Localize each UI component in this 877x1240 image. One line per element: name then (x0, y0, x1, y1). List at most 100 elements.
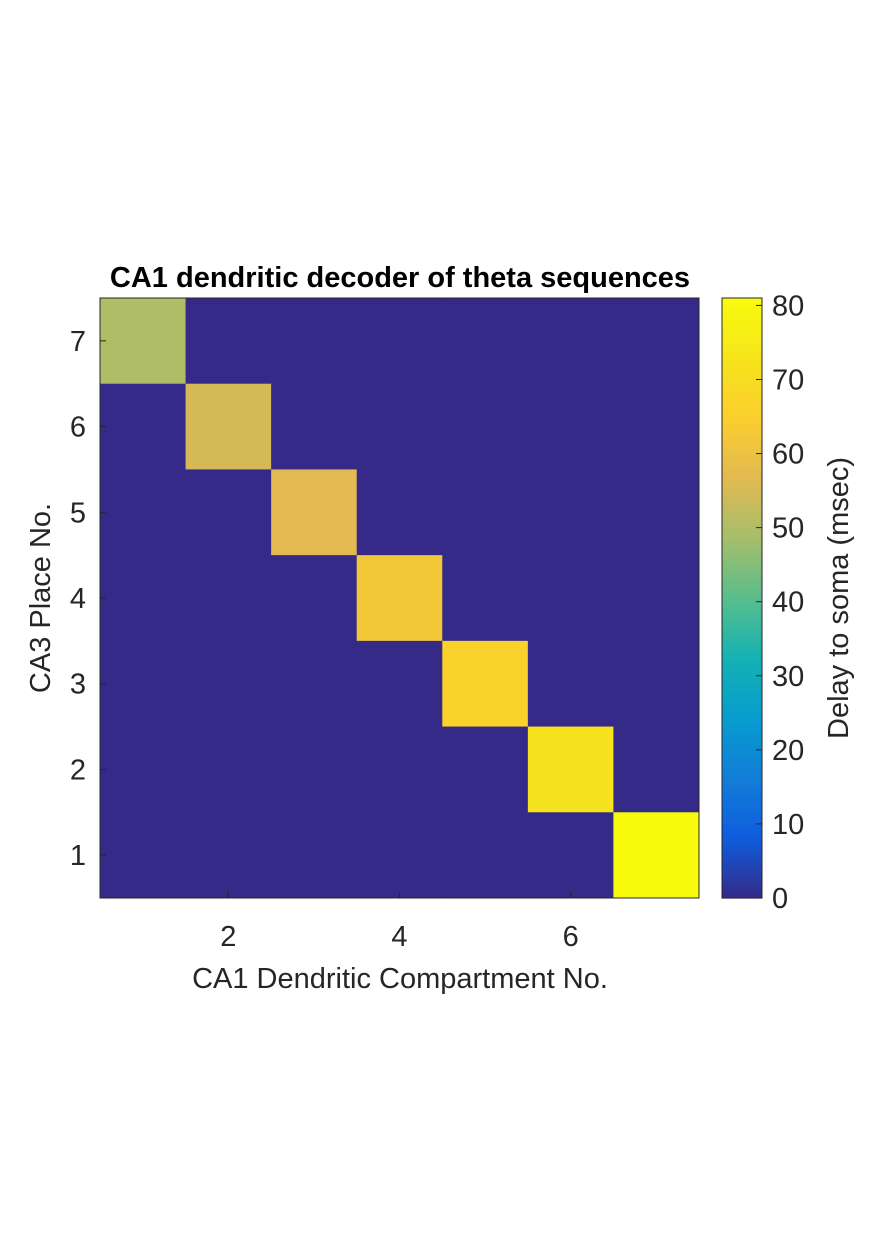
colorbar-segment (722, 548, 762, 554)
colorbar-segment (722, 708, 762, 714)
y-tick-label: 5 (70, 497, 86, 529)
colorbar-segment (722, 628, 762, 634)
colorbar-segment (722, 813, 762, 819)
colorbar-segment (722, 558, 762, 564)
colorbar-segment (722, 833, 762, 839)
colorbar-tick-label: 60 (772, 439, 804, 471)
colorbar-segment (722, 333, 762, 339)
heatmap-cell (356, 383, 443, 470)
colorbar-segment (722, 738, 762, 744)
heatmap-cell (100, 812, 187, 899)
colorbar-segment (722, 488, 762, 494)
y-tick-label: 4 (70, 583, 86, 615)
colorbar-segment (722, 643, 762, 649)
heatmap-cell (527, 555, 614, 642)
colorbar-tick-label: 10 (772, 809, 804, 841)
colorbar-segment (722, 323, 762, 329)
colorbar-label: Delay to soma (msec) (823, 457, 855, 739)
heatmap-cell (613, 726, 700, 813)
colorbar-segment (722, 823, 762, 829)
colorbar-segment (722, 393, 762, 399)
colorbar-segment (722, 663, 762, 669)
heatmap-cell (271, 555, 358, 642)
heatmap-cell (271, 640, 358, 728)
colorbar-segment (722, 318, 762, 324)
colorbar-segment (722, 478, 762, 484)
heatmap-cell (613, 469, 700, 556)
colorbar-segment (722, 448, 762, 454)
colorbar-segment (722, 593, 762, 599)
colorbar-segment (722, 718, 762, 724)
colorbar-segment (722, 343, 762, 349)
x-tick-label: 4 (391, 921, 407, 953)
colorbar-segment (722, 723, 762, 729)
colorbar-segment (722, 873, 762, 879)
chart-title: CA1 dendritic decoder of theta sequences (110, 262, 690, 294)
heatmap-cell (527, 469, 614, 556)
colorbar-segment (722, 503, 762, 509)
heatmap-cell (185, 555, 272, 642)
colorbar-frame (721, 297, 763, 899)
colorbar-segment (722, 808, 762, 814)
colorbar-segment (722, 358, 762, 364)
colorbar-segment (722, 648, 762, 654)
heatmap-cell (185, 469, 272, 556)
heatmap-cell (271, 469, 358, 556)
colorbar-segment (722, 298, 762, 304)
heatmap-cell (100, 555, 187, 642)
colorbar-segment (722, 613, 762, 619)
heatmap-cell (271, 298, 358, 385)
colorbar-segment (722, 583, 762, 589)
colorbar-segment (722, 373, 762, 379)
heatmap-cell (100, 640, 187, 728)
colorbar-segment (722, 428, 762, 434)
colorbar-segment (722, 403, 762, 409)
colorbar-segment (722, 783, 762, 789)
heatmap-cell (271, 812, 358, 899)
colorbar-segment (722, 683, 762, 689)
colorbar-tick-label: 40 (772, 587, 804, 619)
colorbar-segment (722, 498, 762, 504)
colorbar-segment (722, 513, 762, 519)
colorbar-segment (722, 563, 762, 569)
heatmap-cell (442, 383, 529, 470)
heatmap-cell (613, 298, 700, 385)
heatmap-cell (442, 298, 529, 385)
colorbar-segment (722, 383, 762, 389)
colorbar-segment (722, 453, 762, 459)
colorbar-segment (722, 703, 762, 709)
colorbar-segment (722, 433, 762, 439)
colorbar-segment (722, 443, 762, 449)
colorbar-segment (722, 763, 762, 769)
colorbar-segment (722, 803, 762, 809)
colorbar-tick-label: 80 (772, 290, 804, 322)
colorbar-segment (722, 753, 762, 759)
colorbar-segment (722, 653, 762, 659)
colorbar-segment (722, 328, 762, 334)
colorbar-segment (722, 768, 762, 774)
colorbar-segment (722, 728, 762, 734)
heatmap-cell (613, 383, 700, 470)
heatmap-cell (442, 640, 529, 728)
colorbar-segment (722, 658, 762, 664)
colorbar-segment (722, 508, 762, 514)
colorbar-segment (722, 848, 762, 854)
colorbar-segment (722, 538, 762, 544)
heatmap-cell (527, 640, 614, 728)
x-tick-label: 6 (563, 921, 579, 953)
colorbar-segment (722, 673, 762, 679)
heatmap-cell (100, 469, 187, 556)
colorbar-segment (722, 733, 762, 739)
y-tick-label: 7 (70, 326, 86, 358)
colorbar-segment (722, 798, 762, 804)
heatmap-cell (527, 812, 614, 899)
colorbar-segment (722, 588, 762, 594)
colorbar-segment (722, 568, 762, 574)
colorbar-segment (722, 363, 762, 369)
heatmap-cell (185, 383, 272, 470)
colorbar-segment (722, 858, 762, 864)
colorbar-tick-label: 50 (772, 513, 804, 545)
colorbar-segment (722, 743, 762, 749)
colorbar-segment (722, 773, 762, 779)
heatmap-cell (527, 726, 614, 813)
